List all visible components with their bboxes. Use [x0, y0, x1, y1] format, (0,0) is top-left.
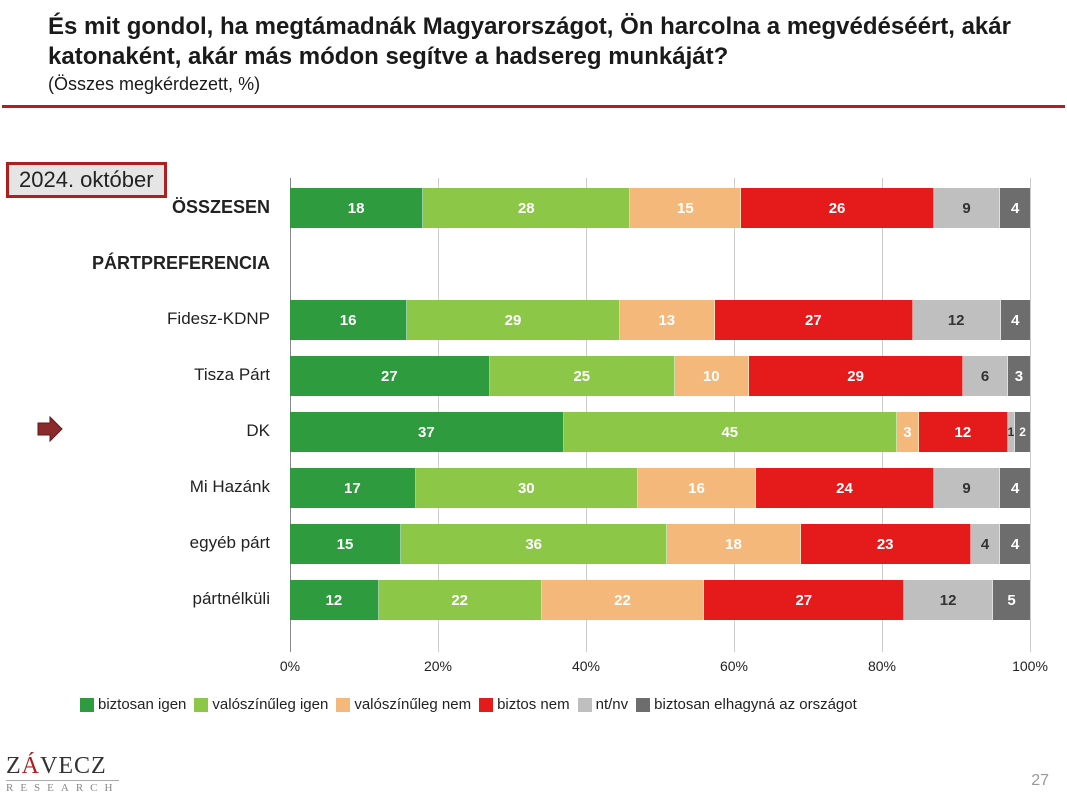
legend-item: biztos nem	[479, 696, 570, 713]
chart-legend: biztosan igen valószínűleg igen valószínűl…	[80, 696, 1040, 716]
bar-segment: 3	[1008, 356, 1030, 396]
legend-swatch	[80, 698, 94, 712]
x-tick-label: 100%	[1012, 658, 1048, 674]
row-label: PÁRTPREFERENCIA	[50, 253, 270, 274]
row-label: egyéb párt	[50, 533, 270, 553]
legend-item: biztosan igen	[80, 696, 186, 713]
bar-segment: 25	[490, 356, 675, 396]
bar-segment: 16	[290, 300, 407, 340]
bar-segment: 12	[913, 300, 1001, 340]
bar-segment: 24	[756, 468, 934, 508]
bar-segment: 30	[416, 468, 638, 508]
bar-segment: 28	[423, 188, 630, 228]
legend-item: biztosan elhagyná az országot	[636, 696, 857, 713]
chart-area: 0%20%40%60%80%100% ÖSSZESEN1828152694PÁR…	[290, 180, 1030, 670]
bar-segment: 27	[290, 356, 490, 396]
bar-segment: 2	[1015, 412, 1030, 452]
bar-row: 16291327124	[290, 300, 1030, 340]
bar-segment: 27	[715, 300, 913, 340]
bar-segment: 36	[401, 524, 667, 564]
legend-label: nt/nv	[596, 696, 629, 713]
row-label: DK	[50, 421, 270, 441]
header-divider	[2, 105, 1065, 108]
chart-subtitle: (Összes megkérdezett, %)	[48, 74, 1019, 95]
bar-segment: 45	[564, 412, 897, 452]
bar-row: 1536182344	[290, 524, 1030, 564]
x-tick-label: 0%	[280, 658, 300, 674]
bar-segment: 15	[290, 524, 401, 564]
bar-segment: 22	[379, 580, 542, 620]
chart-title: És mit gondol, ha megtámadnák Magyarorsz…	[48, 12, 1019, 72]
bar-segment: 27	[704, 580, 904, 620]
bar-segment: 18	[667, 524, 800, 564]
legend-swatch	[636, 698, 650, 712]
legend-item: nt/nv	[578, 696, 629, 713]
bar-segment: 9	[934, 188, 1001, 228]
bar-segment: 9	[934, 468, 1001, 508]
bar-segment: 12	[290, 580, 379, 620]
legend-label: biztos nem	[497, 696, 570, 713]
bar-segment: 29	[407, 300, 619, 340]
bar-segment: 4	[1001, 300, 1030, 340]
bar-segment: 3	[897, 412, 919, 452]
legend-label: valószínűleg nem	[354, 696, 471, 713]
bar-segment: 17	[290, 468, 416, 508]
bar-row: 374531212	[290, 412, 1030, 452]
bar-row: 2725102963	[290, 356, 1030, 396]
legend-swatch	[578, 698, 592, 712]
bar-segment: 4	[971, 524, 1001, 564]
bar-segment: 5	[993, 580, 1030, 620]
row-label: Mi Hazánk	[50, 477, 270, 497]
brand-logo: ZÁVECZ RESEARCH	[6, 753, 119, 794]
legend-item: valószínűleg igen	[194, 696, 328, 713]
x-tick-label: 80%	[868, 658, 896, 674]
legend-item: valószínűleg nem	[336, 696, 471, 713]
bar-row: 1730162494	[290, 468, 1030, 508]
legend-swatch	[479, 698, 493, 712]
bar-segment: 16	[638, 468, 756, 508]
bar-segment: 26	[741, 188, 933, 228]
bar-segment: 10	[675, 356, 749, 396]
x-tick-label: 20%	[424, 658, 452, 674]
page-number: 27	[1031, 772, 1049, 790]
logo-text: ZÁVECZ	[6, 753, 107, 779]
legend-label: valószínűleg igen	[212, 696, 328, 713]
bar-segment: 13	[620, 300, 715, 340]
bar-segment: 12	[919, 412, 1008, 452]
logo-subtext: RESEARCH	[6, 780, 119, 794]
row-label: Tisza Párt	[50, 365, 270, 385]
legend-swatch	[194, 698, 208, 712]
bar-segment: 1	[1008, 412, 1015, 452]
bar-segment: 15	[630, 188, 741, 228]
grid-line	[1030, 178, 1031, 652]
bar-segment: 4	[1000, 188, 1030, 228]
bar-segment: 37	[290, 412, 564, 452]
legend-label: biztosan elhagyná az országot	[654, 696, 857, 713]
bar-segment: 23	[801, 524, 971, 564]
bar-row: 1828152694	[290, 188, 1030, 228]
bar-row: 12222227125	[290, 580, 1030, 620]
bar-segment: 4	[1000, 524, 1030, 564]
bar-segment: 29	[749, 356, 964, 396]
bar-segment: 22	[542, 580, 705, 620]
row-label: ÖSSZESEN	[50, 197, 270, 218]
date-badge: 2024. október	[6, 162, 167, 198]
bar-segment: 12	[904, 580, 993, 620]
bar-segment: 4	[1000, 468, 1030, 508]
row-label: Fidesz-KDNP	[50, 309, 270, 329]
x-tick-label: 60%	[720, 658, 748, 674]
bar-segment: 6	[963, 356, 1007, 396]
row-label: pártnélküli	[50, 589, 270, 609]
legend-label: biztosan igen	[98, 696, 186, 713]
x-tick-label: 40%	[572, 658, 600, 674]
bar-segment: 18	[290, 188, 423, 228]
legend-swatch	[336, 698, 350, 712]
